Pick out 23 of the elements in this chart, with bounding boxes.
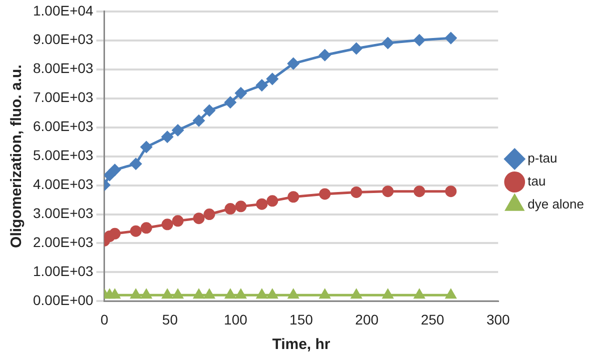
x-tick-label: 150 <box>290 311 314 328</box>
x-tick-label: 250 <box>420 311 444 328</box>
y-axis-title: Oligomerization, fluo. a.u. <box>8 64 26 248</box>
x-tick-label: 50 <box>162 311 178 328</box>
y-tick-label: 2.00E+03 <box>32 234 94 250</box>
y-tick-label: 0.00E+00 <box>32 292 94 308</box>
x-axis-title: Time, hr <box>272 336 330 354</box>
y-tick-label: 5.00E+03 <box>32 147 94 164</box>
x-tick-label: 300 <box>486 311 510 328</box>
y-tick-label: 3.00E+03 <box>32 205 94 222</box>
y-tick-label: 1.00E+03 <box>32 263 94 280</box>
legend-label: p-tau <box>528 150 558 166</box>
legend-label: tau <box>528 174 546 189</box>
x-tick-label: 0 <box>100 311 108 328</box>
y-tick-label: 8.00E+03 <box>32 60 94 76</box>
y-tick-label: 1.00E+04 <box>32 2 94 18</box>
y-tick-label: 9.00E+03 <box>32 31 94 48</box>
x-tick-label: 200 <box>355 311 379 328</box>
y-tick-label: 4.00E+03 <box>32 176 94 192</box>
legend-label: dye alone <box>528 196 584 212</box>
y-tick-label: 6.00E+03 <box>32 118 94 134</box>
x-tick-label: 100 <box>224 311 248 328</box>
y-tick-label: 7.00E+03 <box>32 89 94 106</box>
